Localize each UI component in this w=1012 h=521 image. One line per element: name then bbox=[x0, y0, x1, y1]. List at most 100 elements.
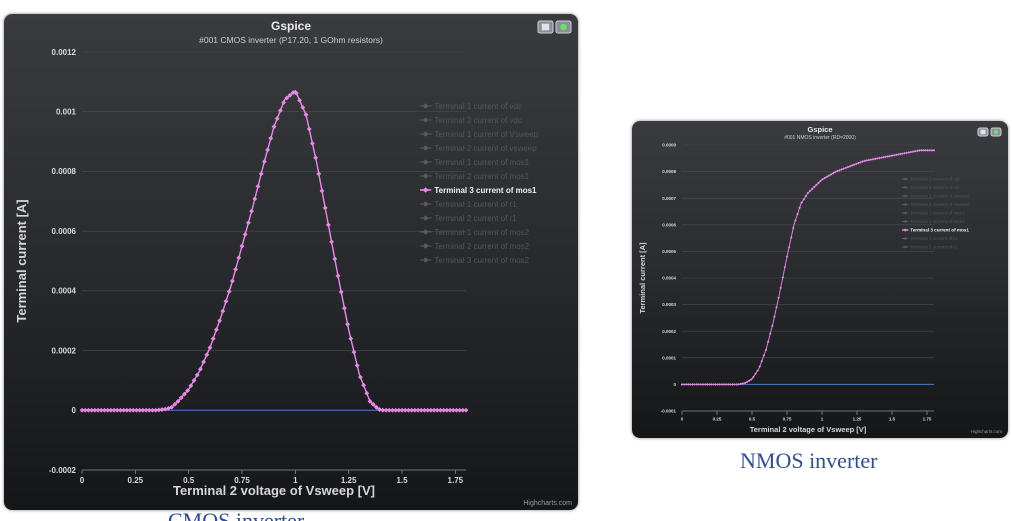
credits-link[interactable]: Highcharts.com bbox=[523, 500, 572, 507]
data-point-marker bbox=[871, 157, 875, 161]
data-point-marker bbox=[95, 407, 101, 413]
y-tick-label: 0.001 bbox=[56, 108, 77, 117]
data-point-marker bbox=[716, 383, 719, 386]
legend-item[interactable]: Terminal 2 current of r1 bbox=[902, 245, 958, 250]
data-point-marker bbox=[880, 156, 883, 159]
chart-title: Gspice bbox=[271, 19, 311, 33]
data-point-marker bbox=[358, 374, 363, 380]
legend-item[interactable]: Terminal 1 current of mos2 bbox=[420, 228, 530, 237]
data-point-marker bbox=[892, 153, 896, 157]
data-point-marker bbox=[918, 149, 921, 152]
data-point-marker bbox=[134, 407, 139, 413]
data-point-marker bbox=[188, 383, 194, 389]
legend-item[interactable]: Terminal 1 current of vdc bbox=[420, 102, 522, 111]
x-tick-label: 0.5 bbox=[183, 476, 195, 485]
legend-item[interactable]: Terminal 2 current of vsweep bbox=[420, 144, 537, 153]
data-point-marker bbox=[768, 332, 772, 336]
data-point-marker bbox=[836, 169, 839, 173]
legend-item[interactable]: Terminal 3 current of mos2 bbox=[420, 256, 530, 265]
data-point-marker bbox=[869, 158, 873, 161]
legend-item[interactable]: Terminal 1 current of r1 bbox=[420, 200, 517, 209]
data-point-marker bbox=[418, 407, 424, 413]
legend-item[interactable]: Terminal 2 current of mos2 bbox=[420, 242, 530, 251]
data-point-marker bbox=[121, 407, 126, 413]
data-point-marker bbox=[773, 315, 776, 319]
data-point-marker bbox=[762, 354, 766, 357]
data-point-marker bbox=[287, 92, 293, 98]
y-tick-label: 0.0012 bbox=[52, 48, 77, 57]
legend-label[interactable]: Terminal 3 current of mos1 bbox=[434, 186, 537, 195]
data-point-marker bbox=[760, 359, 764, 363]
data-point-marker bbox=[162, 406, 168, 412]
legend-label[interactable]: Terminal 2 current of vdc bbox=[910, 185, 961, 190]
export-button[interactable] bbox=[990, 127, 1002, 137]
legend-item[interactable]: Terminal 1 current of vsweep bbox=[902, 194, 969, 199]
legend-label[interactable]: Terminal 2 current of mos1 bbox=[434, 172, 529, 181]
legend-label[interactable]: Terminal 3 current of mos1 bbox=[910, 228, 969, 233]
data-point-marker bbox=[752, 375, 755, 379]
legend-item[interactable]: Terminal 1 current of mos1 bbox=[420, 158, 530, 167]
data-point-marker bbox=[747, 379, 751, 382]
x-tick-label: 1.75 bbox=[448, 476, 464, 485]
data-point-marker bbox=[316, 171, 322, 177]
data-point-marker bbox=[431, 407, 437, 413]
nmos-chart: Gspice#001 NMOS inverter (RD=2000) -0.000… bbox=[638, 125, 1003, 434]
data-point-marker bbox=[406, 407, 411, 413]
legend-label[interactable]: Terminal 2 current of r1 bbox=[434, 214, 517, 223]
legend-item[interactable]: Terminal 1 current of r1 bbox=[902, 236, 958, 241]
legend-item[interactable]: Terminal 2 current of vdc bbox=[420, 116, 522, 125]
legend-label[interactable]: Terminal 2 current of mos1 bbox=[910, 219, 965, 224]
legend-label[interactable]: Terminal 1 current of vsweep bbox=[910, 194, 969, 199]
legend-label[interactable]: Terminal 1 current of mos2 bbox=[434, 228, 529, 237]
export-button[interactable] bbox=[555, 20, 572, 34]
data-point-marker bbox=[329, 239, 334, 245]
data-point-marker bbox=[710, 383, 713, 386]
legend-label[interactable]: Terminal 1 current of r1 bbox=[434, 200, 517, 209]
legend-label[interactable]: Terminal 3 current of mos2 bbox=[434, 256, 529, 265]
data-point-marker bbox=[201, 359, 206, 365]
credits-link[interactable]: Highcharts.com bbox=[971, 429, 1003, 434]
data-point-marker bbox=[150, 407, 155, 413]
legend-symbol-marker bbox=[422, 229, 429, 235]
data-point-marker bbox=[758, 365, 761, 368]
legend-label[interactable]: Terminal 2 current of vdc bbox=[434, 116, 522, 125]
data-point-marker bbox=[306, 126, 312, 132]
legend-item[interactable]: Terminal 2 current of vsweep bbox=[902, 202, 969, 207]
data-point-marker bbox=[290, 90, 296, 96]
data-point-marker bbox=[297, 97, 302, 103]
legend-item[interactable]: Terminal 2 current of vdc bbox=[902, 185, 961, 190]
legend-label[interactable]: Terminal 1 current of vdc bbox=[434, 102, 522, 111]
legend-item[interactable]: Terminal 1 current of mos1 bbox=[902, 211, 965, 216]
y-tick-label: 0.0004 bbox=[662, 276, 676, 281]
data-point-marker bbox=[802, 197, 806, 201]
legend-label[interactable]: Terminal 1 current of mos1 bbox=[434, 158, 529, 167]
data-point-marker bbox=[932, 149, 936, 152]
data-point-marker bbox=[169, 404, 174, 410]
legend-symbol-marker bbox=[422, 145, 429, 151]
legend-item[interactable]: Terminal 2 current of r1 bbox=[420, 214, 517, 223]
legend-symbol-marker bbox=[422, 159, 429, 165]
legend-item[interactable]: Terminal 2 current of mos1 bbox=[420, 172, 530, 181]
legend-label[interactable]: Terminal 2 current of r1 bbox=[910, 245, 958, 250]
x-tick-label: 0.25 bbox=[128, 476, 144, 485]
legend-label[interactable]: Terminal 1 current of r1 bbox=[910, 236, 958, 241]
legend-label[interactable]: Terminal 2 current of vsweep bbox=[910, 202, 969, 207]
legend-symbol-marker bbox=[422, 117, 429, 123]
legend-label[interactable]: Terminal 1 current of Vsweep bbox=[434, 130, 538, 139]
data-point-marker bbox=[741, 382, 745, 385]
legend-label[interactable]: Terminal 1 current of mos1 bbox=[910, 211, 965, 216]
legend-item[interactable]: Terminal 1 current of vdc bbox=[902, 177, 961, 182]
data-point-marker bbox=[844, 166, 848, 170]
print-button[interactable] bbox=[977, 127, 989, 137]
legend-item[interactable]: Terminal 1 current of Vsweep bbox=[420, 130, 539, 139]
print-button[interactable] bbox=[537, 20, 554, 34]
legend-item[interactable]: Terminal 2 current of mos1 bbox=[902, 219, 965, 224]
legend-item[interactable]: Terminal 3 current of mos1 bbox=[902, 228, 969, 233]
legend-label[interactable]: Terminal 2 current of vsweep bbox=[434, 144, 537, 153]
data-point-marker bbox=[901, 152, 904, 155]
legend-item[interactable]: Terminal 3 current of mos1 bbox=[420, 186, 537, 195]
data-point-marker bbox=[233, 266, 238, 272]
data-point-marker bbox=[386, 407, 392, 413]
legend-label[interactable]: Terminal 2 current of mos2 bbox=[434, 242, 529, 251]
legend-label[interactable]: Terminal 1 current of vdc bbox=[910, 177, 961, 182]
